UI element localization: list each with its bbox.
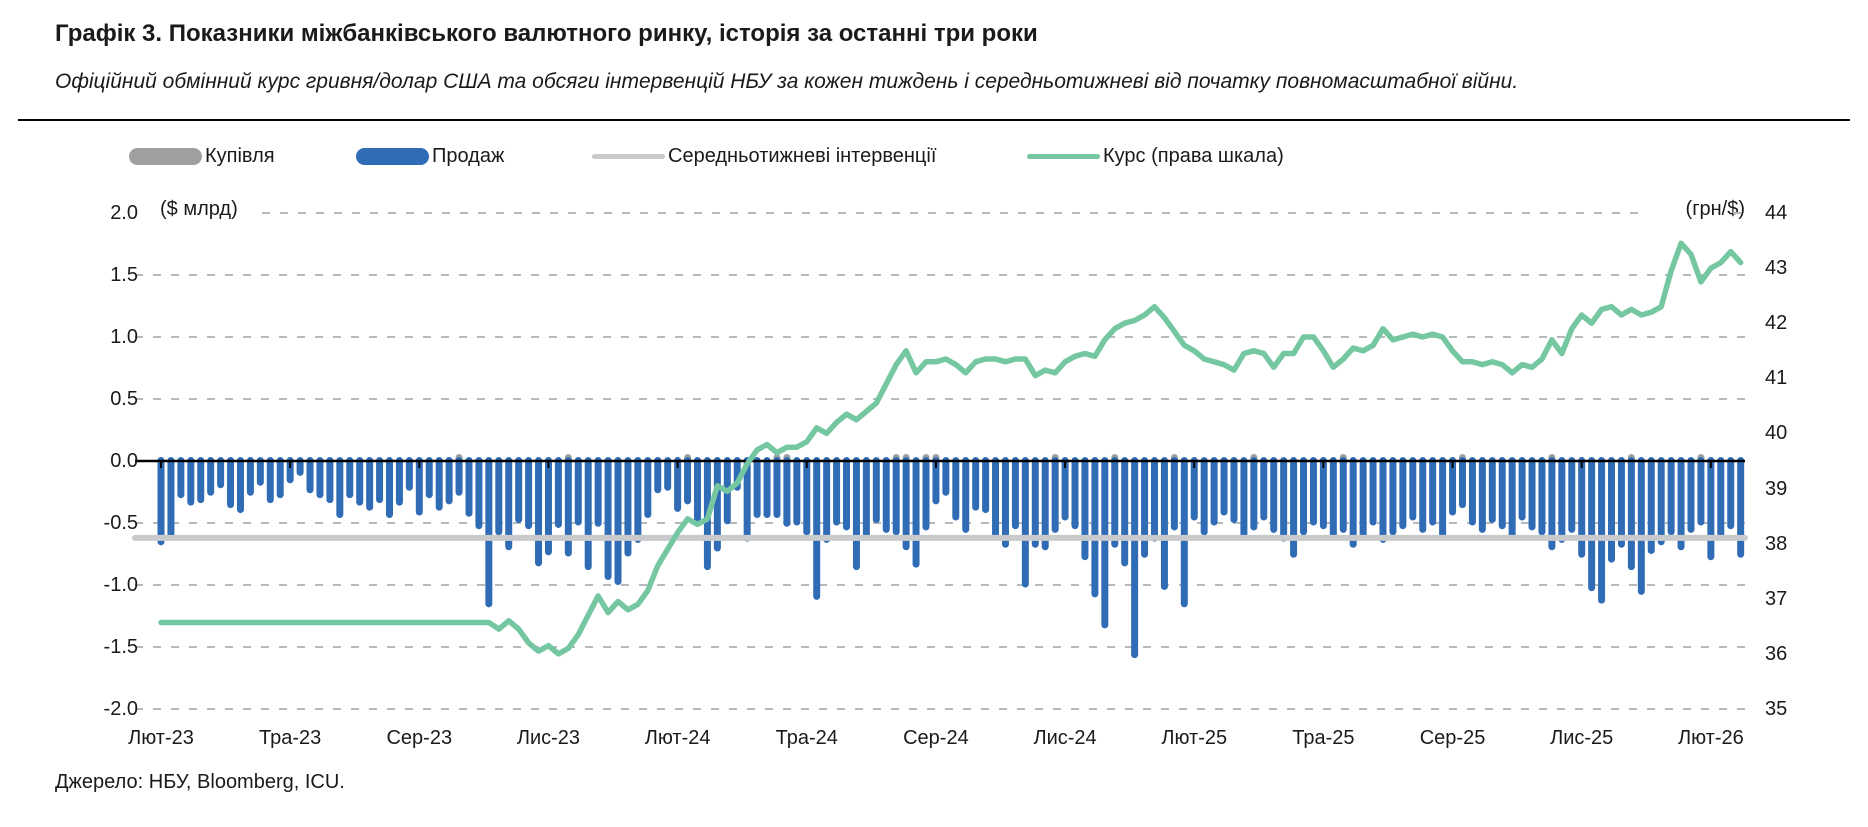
left-axis-unit: ($ млрд): [160, 198, 238, 220]
page-subtitle: Офіційний обмінний курс гривня/долар США…: [55, 70, 1519, 93]
y-axis-left-tick-label: 0.5: [110, 388, 138, 410]
x-axis-tick-label: Сер-23: [386, 727, 453, 749]
x-axis-tick-label: Тра-24: [775, 727, 838, 749]
legend-item-avg-interventions: Середньотижневі інтервенції: [592, 145, 936, 167]
x-axis-tick-label: Сер-25: [1419, 727, 1486, 749]
y-axis-right-tick-label: 38: [1765, 532, 1788, 555]
y-axis-left-tick-label: 2.0: [110, 202, 138, 224]
legend-item-buy: Купівля: [129, 145, 275, 167]
source-note: Джерело: НБУ, Bloomberg, ICU.: [55, 771, 345, 793]
legend-item-sell: Продаж: [356, 145, 504, 167]
legend-label-sell: Продаж: [432, 144, 505, 167]
x-axis-tick-label: Тра-23: [259, 727, 322, 749]
header-divider: [18, 119, 1850, 121]
y-axis-right-tick-label: 40: [1765, 422, 1788, 445]
x-axis-tick-label: Лис-25: [1550, 727, 1614, 749]
y-axis-left-tick-label: -2.0: [103, 698, 138, 720]
y-axis-right-tick-label: 42: [1765, 312, 1788, 335]
exchange-rate-line: [158, 240, 1744, 657]
legend-label-buy: Купівля: [205, 144, 275, 167]
buy-swatch-icon: [129, 147, 202, 165]
y-axis-left-tick-label: -1.5: [103, 636, 138, 658]
sell-swatch-icon: [356, 147, 429, 165]
y-axis-right-tick-label: 35: [1765, 697, 1788, 720]
x-axis-tick-label: Лют-24: [644, 727, 711, 749]
x-axis-tick-label: Тра-25: [1292, 727, 1355, 749]
y-axis-right-tick-label: 44: [1765, 202, 1788, 224]
y-axis-right-tick-label: 41: [1765, 367, 1788, 390]
gridlines: [135, 212, 1745, 710]
legend-label-avg-interventions: Середньотижневі інтервенції: [668, 144, 937, 167]
y-axis-right-tick-label: 36: [1765, 642, 1788, 665]
avg-interventions-swatch-icon: [592, 153, 665, 159]
right-axis-unit: (грн/$): [1685, 198, 1745, 220]
x-axis-tick-label: Лют-26: [1677, 727, 1744, 749]
x-axis-tick-label: Лис-23: [516, 727, 581, 749]
y-axis-right-tick-label: 43: [1765, 257, 1788, 280]
y-axis-right-tick-label: 37: [1765, 587, 1788, 610]
x-axis-tick-label: Лис-24: [1033, 727, 1097, 749]
rate-swatch-icon: [1027, 153, 1100, 159]
y-axis-left-tick-label: 1.0: [110, 326, 138, 348]
y-axis-left-tick-label: -1.0: [103, 574, 138, 596]
x-axis-ticks: [160, 461, 1712, 468]
x-axis-tick-label: Лют-23: [128, 727, 194, 749]
y-axis-left-tick-label: 0.0: [110, 450, 138, 472]
x-axis-tick-label: Сер-24: [903, 727, 969, 749]
y-axis-left-tick-label: 1.5: [110, 264, 138, 286]
y-axis-right-tick-label: 39: [1765, 477, 1788, 500]
sell-bars-series: [157, 457, 1745, 659]
y-axis-left-tick-label: -0.5: [103, 512, 138, 534]
legend-item-rate: Курс (права шкала): [1027, 145, 1284, 167]
legend-label-rate: Курс (права шкала): [1103, 144, 1284, 167]
page-title: Графік 3. Показники міжбанківського валю…: [55, 20, 1038, 47]
x-axis-tick-label: Лют-25: [1161, 727, 1228, 749]
